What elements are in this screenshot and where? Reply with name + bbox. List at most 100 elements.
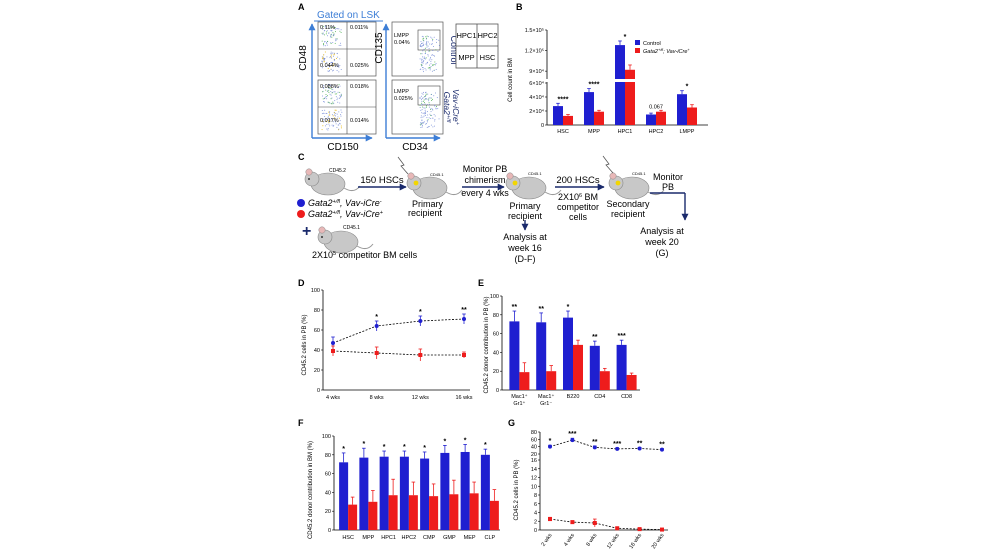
key-hsc: HSC — [480, 53, 496, 62]
f-bar — [359, 457, 369, 530]
e-annotation: *** — [618, 333, 626, 340]
competitor-tag: CD45.1 — [343, 225, 360, 231]
f-bar — [408, 495, 418, 530]
b-xtick: HPC2 — [649, 129, 664, 135]
ctrl-q3: 0.044% — [320, 63, 339, 69]
monitor-pb-1: Monitor PB — [463, 164, 508, 174]
panel-c-letter: C — [298, 152, 305, 162]
g-ytick: 60 — [531, 437, 537, 443]
b-legend-control: Control — [643, 41, 661, 47]
b-ylabel: Cell count in BM — [508, 58, 514, 102]
axis-cd150: CD150 — [327, 142, 359, 153]
g-annotation: * — [549, 438, 552, 445]
monitor-pb-3: every 4 wks — [461, 188, 509, 198]
f-xtick: CLP — [485, 535, 496, 541]
f-annotation: * — [484, 442, 487, 449]
f-bar — [429, 496, 439, 530]
f-annotation: * — [464, 437, 467, 444]
e-bar — [599, 371, 610, 390]
f-xtick: CMP — [423, 535, 436, 541]
b-ytick: 4×10⁴ — [529, 94, 544, 101]
d-xtick: 12 wks — [412, 395, 429, 401]
b-ytick: 1.2×10⁵ — [525, 48, 544, 55]
f-xtick: HPC1 — [381, 535, 396, 541]
g-annotation: *** — [568, 431, 576, 438]
row-label-mutant: Gata2+/fl — [442, 92, 452, 123]
d-xtick: 16 wks — [455, 395, 472, 401]
legend-pos: Gata2+/fl, Vav-iCre+ — [308, 209, 384, 219]
d-ylabel: CD45.2 cells in PB (%) — [302, 314, 308, 375]
bm-cells-line2: competitor — [557, 202, 599, 212]
f-bar — [379, 456, 389, 530]
f-ytick: 100 — [322, 434, 331, 440]
f-bar — [348, 504, 358, 530]
panel-a: A Gated on LSK 0.11% 0.011% 0.044% 0.025… — [298, 2, 499, 153]
e-ytick: 60 — [493, 332, 499, 338]
d-point — [418, 319, 423, 323]
panel-g-letter: G — [508, 418, 515, 428]
g-ytick: 80 — [531, 430, 537, 436]
b-bar — [687, 107, 697, 125]
panel-f-chart: F CD45.2 donor contribution in BM (%) 0 2… — [298, 418, 500, 541]
recipient-tag: CD45.1 — [430, 172, 444, 177]
b-legend-mutant-swatch — [635, 48, 640, 53]
b-annotation: * — [686, 84, 689, 91]
b-legend-control-swatch — [635, 40, 640, 45]
competitor-mouse — [317, 226, 374, 254]
g-point — [592, 521, 597, 525]
step-200-hscs: 200 HSCs — [556, 175, 600, 186]
g-xtick: 4 wks — [563, 533, 576, 548]
primary-recipient-2b: recipient — [508, 211, 543, 221]
g-ytick: 4 — [534, 511, 537, 517]
g-ytick: 8 — [534, 493, 537, 499]
mut-lmpp-label: LMPP — [394, 89, 409, 95]
b-bar — [563, 115, 573, 125]
primary-recipient-1b: recipient — [408, 208, 443, 218]
g-point — [637, 446, 642, 451]
e-bar — [509, 321, 520, 390]
plus-sign: + — [302, 223, 311, 240]
donor-tag: CD45.2 — [329, 168, 346, 174]
e-ytick: 40 — [493, 350, 499, 356]
legend-dot-blue — [297, 199, 305, 207]
e-xtick: Gr1⁻ — [540, 401, 552, 407]
e-xtick: Mac1⁺ — [538, 393, 554, 400]
ctrl-q2: 0.011% — [350, 25, 368, 31]
bm-cells-line1: 2X106 BM — [558, 192, 598, 202]
irradiation-icon — [397, 156, 409, 175]
g-series-line — [549, 518, 663, 530]
ctrl-q1: 0.11% — [320, 25, 335, 31]
d-point — [331, 349, 335, 353]
d-series-line — [332, 350, 464, 356]
g-ytick: 20 — [531, 452, 537, 458]
recipient-tag-3: CD45.1 — [632, 171, 646, 176]
ctrl-lmpp-value: 0.04% — [394, 40, 410, 46]
d-point — [418, 353, 423, 357]
panel-f-letter: F — [298, 418, 304, 428]
analysis-20-a: Analysis at — [640, 226, 684, 236]
g-point — [548, 517, 552, 522]
f-bar — [388, 495, 398, 530]
g-ytick: 2 — [534, 519, 537, 525]
ctrl-lmpp-label: LMPP — [394, 33, 409, 39]
f-annotation: * — [363, 441, 366, 448]
monitor-pb-final-a: Monitor — [653, 172, 683, 182]
b-annotation: **** — [558, 96, 569, 103]
g-ytick: 16 — [531, 458, 537, 464]
mut-q4: 0.014% — [350, 118, 369, 124]
f-ylabel: CD45.2 donor contribution in BM (%) — [308, 441, 314, 539]
key-hpc1: HPC1 — [456, 31, 476, 40]
f-bar — [489, 500, 499, 530]
analysis-16-a: Analysis at — [503, 232, 547, 242]
f-ytick: 80 — [325, 453, 331, 459]
f-annotation: * — [423, 445, 426, 452]
panel-d-letter: D — [298, 278, 305, 288]
e-bar — [519, 372, 530, 390]
d-series-line — [332, 318, 465, 344]
e-bar — [626, 374, 637, 390]
g-ytick: 10 — [531, 484, 537, 490]
e-bar — [616, 344, 627, 390]
g-xtick: 16 wks — [629, 533, 644, 551]
g-series-line — [549, 439, 663, 450]
